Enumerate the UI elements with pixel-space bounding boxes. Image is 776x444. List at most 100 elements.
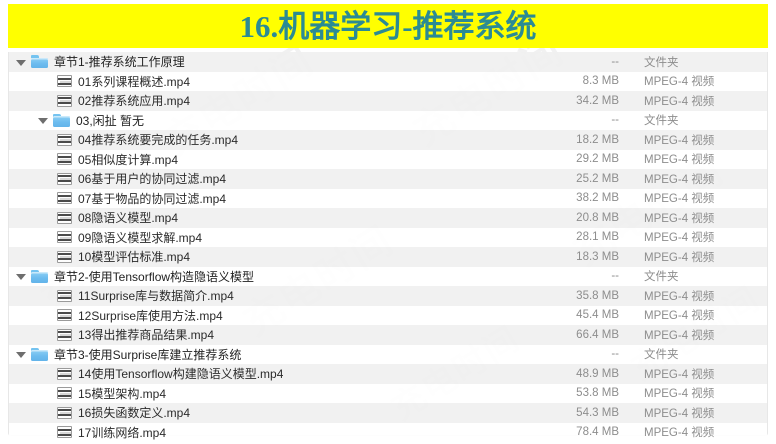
disclosure-triangle-icon[interactable] — [15, 270, 27, 282]
file-name-cell[interactable]: 02推荐系统应用.mp4 — [9, 92, 561, 109]
table-row[interactable]: 02推荐系统应用.mp4 34.2 MB MPEG-4 视频 — [9, 91, 767, 111]
window-edge-left — [0, 0, 8, 444]
file-size-cell: 38.2 MB — [576, 192, 619, 205]
file-name-label: 07基于物品的协同过滤.mp4 — [78, 191, 227, 206]
file-name-label: 15模型架构.mp4 — [78, 386, 167, 401]
video-file-icon — [57, 426, 72, 439]
table-row[interactable]: 03,闲扯 暂无 -- 文件夹 — [9, 110, 767, 130]
table-row[interactable]: 08隐语义模型.mp4 20.8 MB MPEG-4 视频 — [9, 208, 767, 228]
video-file-icon-strip — [60, 295, 71, 298]
video-file-icon — [57, 211, 72, 224]
file-type-cell: MPEG-4 视频 — [644, 193, 715, 206]
file-name-label: 06基于用户的协同过滤.mp4 — [78, 172, 227, 187]
file-name-label: 11Surprise库与数据简介.mp4 — [78, 289, 234, 304]
table-row[interactable]: 章节2-使用Tensorflow构造隐语义模型 -- 文件夹 — [9, 266, 767, 286]
file-name-cell[interactable]: 12Surprise库使用方法.mp4 — [9, 307, 561, 324]
file-size-cell: 18.3 MB — [576, 250, 619, 263]
file-size-cell: 78.4 MB — [576, 426, 619, 439]
video-file-icon-strip — [60, 217, 71, 220]
file-name-cell[interactable]: 章节2-使用Tensorflow构造隐语义模型 — [9, 268, 561, 285]
video-file-icon — [57, 387, 72, 400]
table-row[interactable]: 10模型评估标准.mp4 18.3 MB MPEG-4 视频 — [9, 247, 767, 267]
file-name-cell[interactable]: 11Surprise库与数据简介.mp4 — [9, 287, 561, 304]
window-edge-right — [768, 0, 776, 444]
video-file-icon-strip — [60, 139, 71, 142]
file-type-cell: MPEG-4 视频 — [644, 76, 715, 89]
file-size-cell: -- — [611, 114, 619, 127]
table-row[interactable]: 12Surprise库使用方法.mp4 45.4 MB MPEG-4 视频 — [9, 305, 767, 325]
table-row[interactable]: 07基于物品的协同过滤.mp4 38.2 MB MPEG-4 视频 — [9, 188, 767, 208]
video-file-icon-strip — [60, 80, 71, 84]
video-file-icon — [57, 133, 72, 146]
video-file-icon — [57, 172, 72, 185]
file-name-cell[interactable]: 06基于用户的协同过滤.mp4 — [9, 170, 561, 187]
table-row[interactable]: 09隐语义模型求解.mp4 28.1 MB MPEG-4 视频 — [9, 227, 767, 247]
file-type-cell: 文件夹 — [644, 56, 679, 69]
file-type-cell: MPEG-4 视频 — [644, 212, 715, 225]
file-type-cell: MPEG-4 视频 — [644, 329, 715, 342]
file-name-cell[interactable]: 04推荐系统要完成的任务.mp4 — [9, 131, 561, 148]
video-file-icon-strip — [60, 100, 71, 103]
video-file-icon — [57, 75, 72, 88]
table-row[interactable]: 章节3-使用Surprise库建立推荐系统 -- 文件夹 — [9, 344, 767, 364]
file-name-label: 章节3-使用Surprise库建立推荐系统 — [54, 347, 242, 362]
video-file-icon — [57, 406, 72, 419]
disclosure-triangle-icon[interactable] — [15, 348, 27, 360]
video-file-icon-strip — [60, 256, 71, 259]
file-type-cell: MPEG-4 视频 — [644, 95, 715, 108]
file-type-cell: MPEG-4 视频 — [644, 368, 715, 381]
file-name-cell[interactable]: 13得出推荐商品结果.mp4 — [9, 326, 561, 343]
file-type-cell: MPEG-4 视频 — [644, 310, 715, 323]
file-name-cell[interactable]: 章节3-使用Surprise库建立推荐系统 — [9, 346, 561, 363]
title-banner: 16.机器学习-推荐系统 — [8, 4, 768, 48]
file-name-cell[interactable]: 01系列课程概述.mp4 — [9, 73, 561, 90]
file-size-cell: 35.8 MB — [576, 289, 619, 302]
file-name-cell[interactable]: 17训练网络.mp4 — [9, 424, 561, 441]
file-size-cell: -- — [611, 348, 619, 361]
file-name-cell[interactable]: 章节1-推荐系统工作原理 — [9, 53, 561, 70]
table-row[interactable]: 05相似度计算.mp4 29.2 MB MPEG-4 视频 — [9, 149, 767, 169]
file-size-cell: 48.9 MB — [576, 367, 619, 380]
file-name-label: 03,闲扯 暂无 — [76, 113, 145, 128]
file-name-cell[interactable]: 14使用Tensorflow构建隐语义模型.mp4 — [9, 365, 561, 382]
table-row[interactable]: 04推荐系统要完成的任务.mp4 18.2 MB MPEG-4 视频 — [9, 130, 767, 150]
file-name-label: 02推荐系统应用.mp4 — [78, 94, 191, 109]
file-name-cell[interactable]: 16损失函数定义.mp4 — [9, 404, 561, 421]
file-name-cell[interactable]: 05相似度计算.mp4 — [9, 151, 561, 168]
file-name-cell[interactable]: 07基于物品的协同过滤.mp4 — [9, 190, 561, 207]
table-row[interactable]: 13得出推荐商品结果.mp4 66.4 MB MPEG-4 视频 — [9, 325, 767, 345]
file-size-cell: 54.3 MB — [576, 406, 619, 419]
table-row[interactable]: 17训练网络.mp4 78.4 MB MPEG-4 视频 — [9, 422, 767, 442]
file-name-cell[interactable]: 15模型架构.mp4 — [9, 385, 561, 402]
file-name-cell[interactable]: 08隐语义模型.mp4 — [9, 209, 561, 226]
file-name-label: 05相似度计算.mp4 — [78, 152, 179, 167]
file-name-cell[interactable]: 10模型评估标准.mp4 — [9, 248, 561, 265]
video-file-icon-strip — [60, 392, 71, 396]
file-type-cell: MPEG-4 视频 — [644, 134, 715, 147]
file-name-cell[interactable]: 03,闲扯 暂无 — [9, 112, 561, 129]
file-name-cell[interactable]: 09隐语义模型求解.mp4 — [9, 229, 561, 246]
table-row[interactable]: 14使用Tensorflow构建隐语义模型.mp4 48.9 MB MPEG-4 视… — [9, 364, 767, 384]
file-list[interactable]: 章节1-推荐系统工作原理 -- 文件夹 01系列课程概述.mp4 8.3 MB MPEG-… — [8, 52, 768, 442]
table-row[interactable]: 11Surprise库与数据简介.mp4 35.8 MB MPEG-4 视频 — [9, 286, 767, 306]
file-name-label: 17训练网络.mp4 — [78, 425, 167, 440]
table-row[interactable]: 16损失函数定义.mp4 54.3 MB MPEG-4 视频 — [9, 403, 767, 423]
file-type-cell: 文件夹 — [644, 115, 679, 128]
file-type-cell: 文件夹 — [644, 349, 679, 362]
folder-icon — [31, 269, 48, 283]
table-row[interactable]: 06基于用户的协同过滤.mp4 25.2 MB MPEG-4 视频 — [9, 169, 767, 189]
disclosure-triangle-icon[interactable] — [37, 114, 49, 126]
file-size-cell: 18.2 MB — [576, 133, 619, 146]
disclosure-triangle-icon[interactable] — [15, 56, 27, 68]
file-name-label: 章节2-使用Tensorflow构造隐语义模型 — [54, 269, 255, 284]
table-row[interactable]: 01系列课程概述.mp4 8.3 MB MPEG-4 视频 — [9, 71, 767, 91]
file-name-label: 09隐语义模型求解.mp4 — [78, 230, 203, 245]
video-file-icon — [57, 192, 72, 205]
file-type-cell: MPEG-4 视频 — [644, 290, 715, 303]
video-file-icon-strip — [60, 412, 71, 415]
table-row[interactable]: 章节1-推荐系统工作原理 -- 文件夹 — [9, 52, 767, 72]
table-row[interactable]: 15模型架构.mp4 53.8 MB MPEG-4 视频 — [9, 383, 767, 403]
file-type-cell: MPEG-4 视频 — [644, 407, 715, 420]
video-file-icon — [57, 309, 72, 322]
